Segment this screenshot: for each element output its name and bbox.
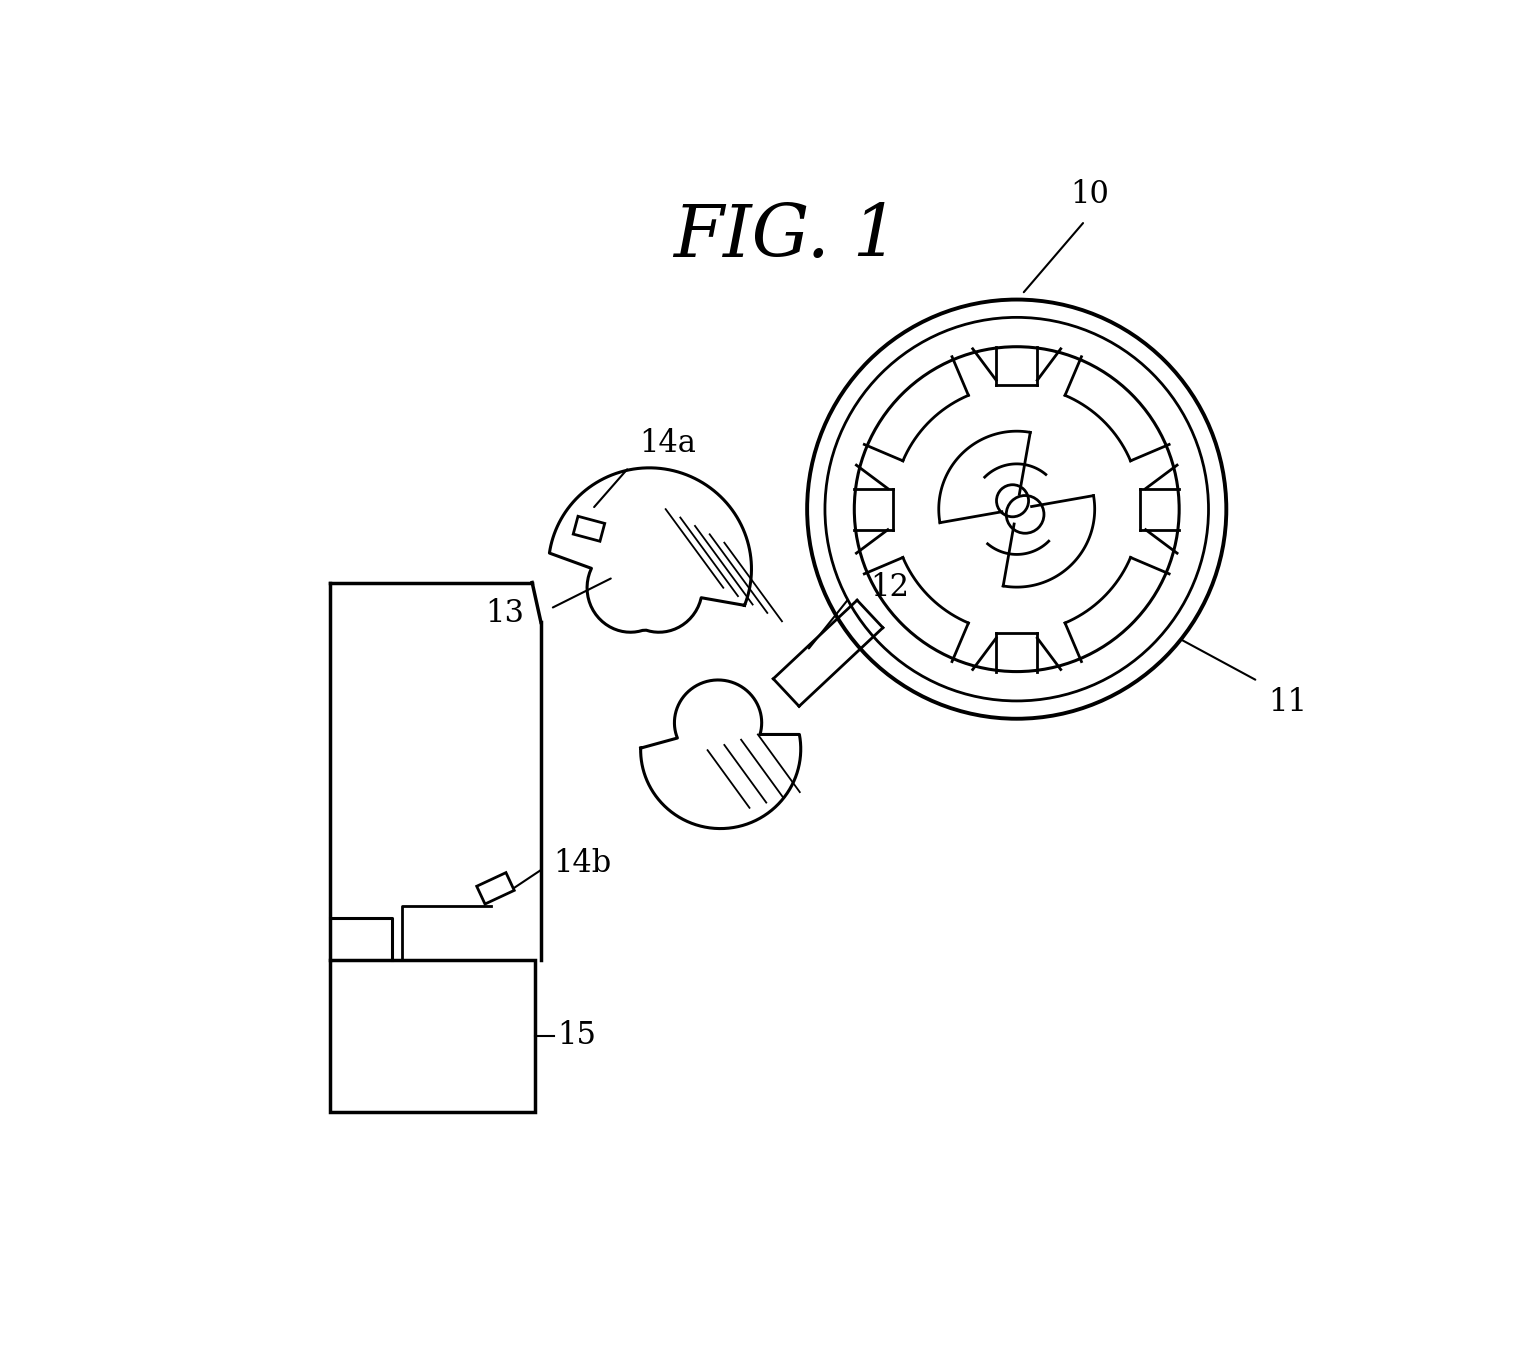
- Bar: [477, 872, 514, 904]
- Text: 15: 15: [558, 1021, 597, 1051]
- Text: 11: 11: [1269, 687, 1307, 719]
- Text: 10: 10: [1071, 180, 1109, 211]
- Text: 14b: 14b: [554, 848, 612, 879]
- Text: 13: 13: [485, 599, 525, 629]
- Text: FIG. 1: FIG. 1: [673, 201, 899, 272]
- Text: 14a: 14a: [640, 427, 696, 459]
- Bar: [330, 960, 535, 1112]
- Bar: [574, 516, 604, 542]
- Text: 12: 12: [870, 572, 910, 603]
